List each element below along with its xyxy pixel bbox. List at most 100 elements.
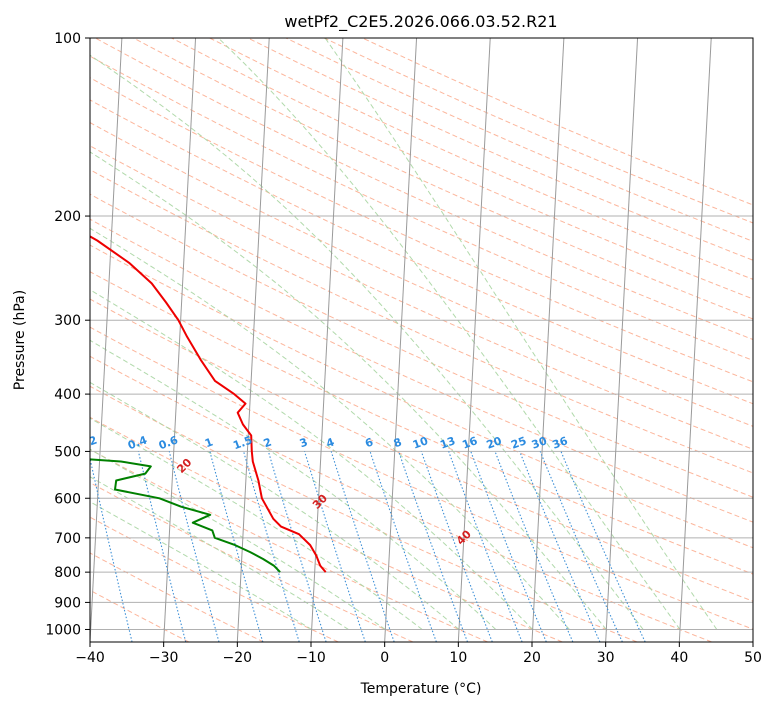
dry-adiabat-label: 40 (454, 527, 474, 547)
y-tick-label: 300 (54, 313, 81, 329)
isotherm-line (384, 38, 418, 642)
x-tick-label: −10 (296, 650, 326, 666)
dry-adiabat-line (133, 38, 753, 320)
mixing-ratio-label: 2 (262, 436, 274, 451)
isotherm-line (163, 38, 197, 642)
moist-adiabat-line (90, 227, 570, 630)
isotherm-line (752, 632, 753, 642)
mixing-ratio-line (420, 451, 493, 642)
dry-adiabat-line (171, 38, 753, 300)
mixing-ratio-label: 13 (438, 434, 457, 451)
plot-labels: 0.10.20.40.611.52346810131620253036-100-… (29, 420, 570, 547)
moist-adiabat-line (90, 151, 607, 630)
mixing-ratio-line (137, 451, 187, 642)
mixing-ratio-line (369, 451, 437, 642)
x-tick-label: −20 (223, 650, 253, 666)
y-tick-label: 100 (54, 31, 81, 47)
x-tick-label: 20 (523, 650, 541, 666)
dry-adiabat-line (90, 416, 563, 642)
mixing-ratio-line (539, 451, 623, 642)
moist-adiabat-line (90, 54, 644, 630)
x-tick-label: 50 (744, 650, 762, 666)
mixing-ratio-label: 30 (530, 434, 549, 452)
dry-adiabat-line (90, 355, 712, 642)
y-tick-label: 900 (54, 595, 81, 611)
mixing-ratio-label: 0.4 (126, 433, 149, 452)
dry-adiabat-line (90, 482, 414, 642)
moist-adiabat-line (324, 38, 718, 630)
y-tick-label: 700 (54, 531, 81, 547)
isotherm-line (531, 38, 565, 642)
x-tick-label: −40 (75, 650, 105, 666)
dry-adiabat-line (362, 38, 753, 206)
mixing-ratio-label: 36 (551, 434, 570, 452)
isotherm-line (236, 38, 270, 642)
dry-adiabat-line (90, 326, 753, 630)
mixing-ratio-label: 25 (509, 434, 528, 451)
x-tick-label: 30 (597, 650, 615, 666)
mixing-ratio-label: 10 (411, 434, 430, 452)
dry-adiabat-line (90, 385, 638, 642)
mixing-ratio-line (470, 451, 547, 642)
y-axis: 100 200 300 400 500 600 700 800 900 1000 (45, 31, 90, 638)
y-tick-label: 600 (54, 491, 81, 507)
mixing-ratio-label: 8 (392, 436, 404, 451)
dry-adiabat-line (90, 589, 190, 642)
x-tick-label: 40 (670, 650, 688, 666)
moist-adiabat-line (90, 381, 460, 630)
dry-adiabat-line (90, 516, 339, 642)
mixing-ratio-label: 6 (363, 435, 375, 450)
mixing-ratio-line (267, 451, 327, 642)
dry-adiabat-line (90, 552, 264, 642)
dry-adiabat-label: 10 (47, 420, 67, 440)
y-axis-label: Pressure (hPa) (12, 290, 28, 390)
dry-adiabat-line (90, 218, 753, 523)
mixing-ratio-label: 0.1 (29, 434, 52, 453)
mixing-ratio-line (448, 451, 523, 642)
isotherm-line (90, 38, 123, 642)
plot-series (90, 235, 327, 573)
y-tick-label: 200 (54, 209, 81, 225)
mixing-ratio-line (90, 455, 133, 642)
dry-adiabat-line (323, 38, 753, 224)
y-tick-label: 1000 (45, 622, 81, 638)
mixing-ratio-label: 0.6 (157, 433, 180, 452)
x-axis: −40 −30 −20 −10 0 10 20 30 40 50 (75, 642, 762, 666)
x-axis-label: Temperature (°C) (360, 681, 482, 697)
mixing-ratio-label: 3 (298, 436, 310, 451)
dry-adiabat-line (90, 145, 753, 450)
dry-adiabat-line (90, 169, 753, 474)
mixing-ratio-label: 1.5 (231, 433, 254, 452)
dry-adiabat-line (95, 38, 753, 341)
dry-adiabat-line (209, 38, 753, 280)
x-tick-label: 0 (380, 650, 389, 666)
dry-adiabat-line (90, 99, 753, 405)
isotherm-line (310, 38, 344, 642)
chart-title: wetPf2_C2E5.2026.066.03.52.R21 (284, 12, 557, 32)
isotherm-line (457, 38, 491, 642)
mixing-ratio-label: 16 (460, 434, 479, 452)
dry-adiabat-line (90, 122, 753, 427)
mixing-ratio-line (494, 451, 574, 642)
dry-adiabat-line (90, 298, 753, 602)
temperature-profile-line (90, 235, 327, 573)
moist-adiabat-line (90, 501, 312, 630)
mixing-ratio-label: 4 (324, 435, 336, 450)
y-tick-label: 500 (54, 444, 81, 460)
dry-adiabat-label: 20 (174, 456, 194, 476)
dry-adiabat-label: 30 (310, 491, 330, 511)
isotherm-line (605, 38, 639, 642)
dry-adiabat-line (90, 271, 753, 575)
x-tick-label: −30 (149, 650, 179, 666)
mixing-ratio-line (398, 451, 469, 642)
mixing-ratio-label: 1 (203, 436, 215, 451)
moist-adiabat-line (90, 289, 534, 630)
mixing-ratio-line (209, 451, 264, 642)
moist-adiabat-line (218, 38, 681, 630)
moist-adiabat-line (90, 339, 497, 630)
dry-adiabat-line (90, 55, 753, 361)
dry-adiabat-line (90, 193, 753, 498)
mixing-ratio-line (168, 451, 220, 642)
plot-frame (89, 37, 754, 643)
